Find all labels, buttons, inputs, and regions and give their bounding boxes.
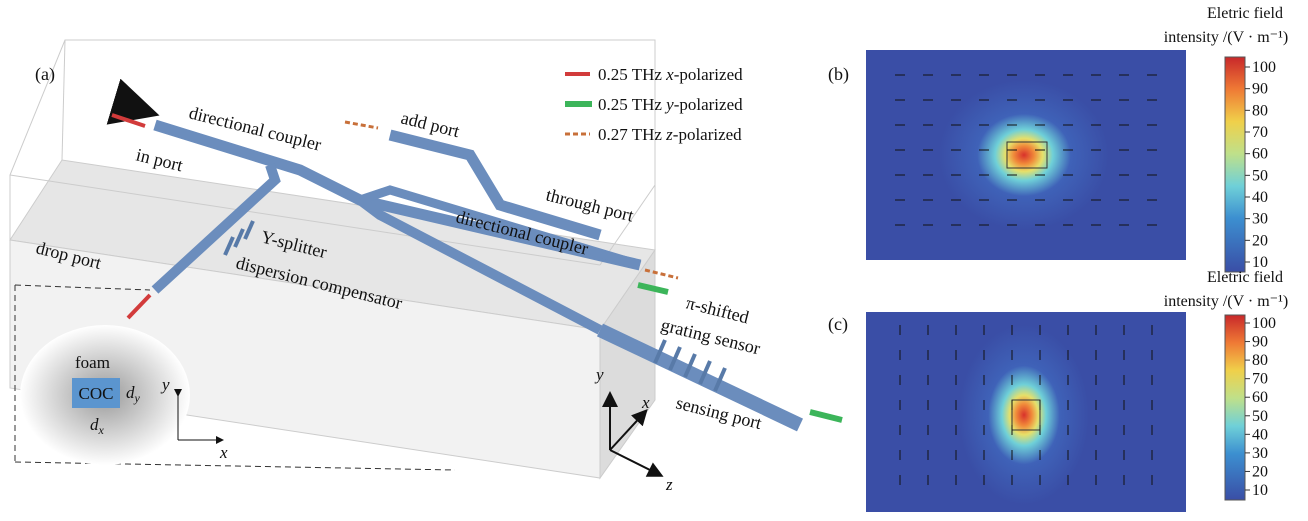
panel-label: (a) [35,64,55,85]
panel-label: (b) [828,64,849,85]
colorbar-title: Eletric field [1207,269,1283,286]
legend-text: 0.25 THz [598,65,666,84]
colorbar-tick-label: 10 [1252,254,1268,271]
legend-text: y [664,95,674,114]
colorbar-tick-label: 20 [1252,463,1268,480]
inset-label: foam [75,353,110,372]
colorbar-title: Eletric field [1207,5,1283,22]
legend-text: -polarized [674,95,743,114]
colorbar-tick-label: 70 [1252,371,1268,388]
colorbar-title: intensity /(V · m⁻¹) [1164,293,1289,310]
colorbar-tick-label: 100 [1252,315,1276,332]
legend-text: -polarized [674,65,743,84]
legend-entry: 0.25 THz x-polarized [598,65,743,84]
colorbar-tick-label: 60 [1252,146,1268,163]
colorbar-tick-label: 10 [1252,482,1268,499]
colorbar-tick-label: 50 [1252,167,1268,184]
legend-text: -polarized [673,125,742,144]
legend-text: 0.27 THz [598,125,666,144]
colorbar-tick-label: 100 [1252,59,1276,76]
colorbar-tick-label: 60 [1252,389,1268,406]
axis-label: y [594,365,604,384]
inset-label: y [134,391,141,405]
colorbar [1225,315,1245,500]
axis-label: y [160,375,170,394]
field-spot [939,80,1109,230]
figure: (a) (b) (c) 0.25 THz x-polarized0.25 THz… [0,0,1308,516]
label: in port [134,144,185,175]
legend-entry: 0.25 THz y-polarized [598,95,743,114]
colorbar-tick-label: 40 [1252,189,1268,206]
colorbar-tick-label: 90 [1252,334,1268,351]
legend-text: 0.25 THz [598,95,666,114]
colorbar-tick-label: 20 [1252,232,1268,249]
colorbar [1225,57,1245,272]
legend-entry: 0.27 THz z-polarized [598,125,742,144]
colorbar-tick-label: 30 [1252,445,1268,462]
colorbar-tick-label: 80 [1252,102,1268,119]
colorbar-tick-label: 30 [1252,211,1268,228]
axis-label: x [219,443,228,462]
axis-label: x [641,393,650,412]
inset-label: x [98,423,105,437]
colorbar-tick-label: 40 [1252,426,1268,443]
axis-label: z [665,475,673,494]
colorbar-tick-label: 70 [1252,124,1268,141]
colorbar-title: intensity /(V · m⁻¹) [1164,29,1289,46]
colorbar-tick-label: 50 [1252,408,1268,425]
legend [565,74,592,134]
inset-label: COC [79,384,114,403]
colorbar-tick-label: 90 [1252,81,1268,98]
colorbar-tick-label: 80 [1252,352,1268,369]
field-spot [959,325,1089,505]
panel-label: (c) [828,314,848,335]
